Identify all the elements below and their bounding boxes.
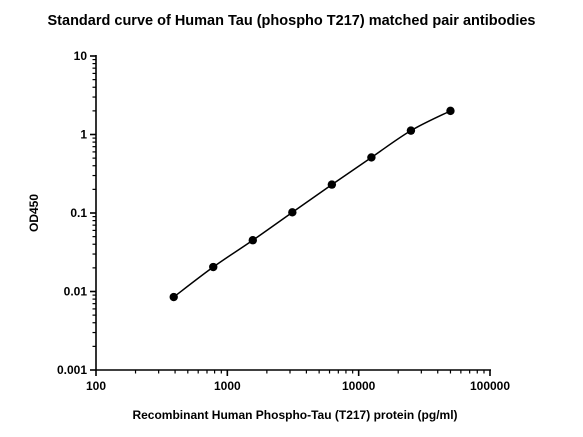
data-point bbox=[367, 153, 376, 162]
x-axis-label: Recombinant Human Phospho-Tau (T217) pro… bbox=[132, 408, 457, 422]
data-points bbox=[169, 106, 455, 302]
x-tick-label: 1000 bbox=[214, 379, 241, 393]
data-point bbox=[327, 180, 337, 189]
x-tick-label: 10000 bbox=[342, 379, 376, 393]
data-point bbox=[406, 126, 416, 135]
data-point bbox=[169, 292, 178, 302]
x-axis-ticks: 100 1000 10000 100000 bbox=[86, 370, 510, 393]
y-tick-label: 0.01 bbox=[64, 285, 88, 299]
x-tick-label: 100 bbox=[86, 379, 106, 393]
y-axis-label: OD450 bbox=[27, 194, 41, 232]
y-tick-label: 0.1 bbox=[70, 206, 87, 220]
data-point bbox=[209, 262, 218, 272]
y-tick-label: 0.001 bbox=[57, 363, 87, 377]
y-tick-label: 1 bbox=[80, 128, 87, 142]
x-tick-label: 100000 bbox=[470, 379, 510, 393]
data-point bbox=[446, 106, 455, 116]
data-point bbox=[288, 208, 297, 217]
data-point bbox=[248, 236, 257, 245]
y-tick-label: 10 bbox=[74, 49, 88, 63]
y-axis-ticks: 0.001 0.01 0.1 1 10 bbox=[57, 49, 96, 377]
chart-title: Standard curve of Human Tau (phospho T21… bbox=[47, 13, 536, 29]
